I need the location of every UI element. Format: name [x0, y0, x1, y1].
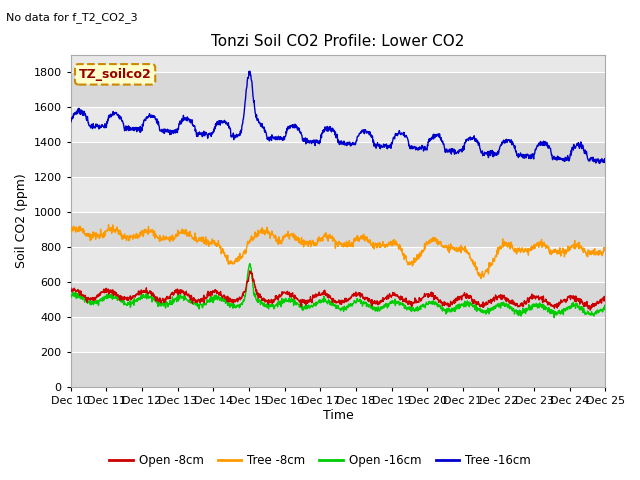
- Bar: [70, 317, 605, 352]
- Bar: [70, 107, 605, 142]
- Bar: [70, 212, 605, 247]
- X-axis label: Time: Time: [323, 409, 353, 422]
- Bar: [70, 282, 605, 317]
- Text: No data for f_T2_CO2_3: No data for f_T2_CO2_3: [6, 12, 138, 23]
- Bar: [70, 177, 605, 212]
- Bar: [70, 352, 605, 387]
- Legend: Open -8cm, Tree -8cm, Open -16cm, Tree -16cm: Open -8cm, Tree -8cm, Open -16cm, Tree -…: [104, 449, 536, 472]
- Bar: [70, 37, 605, 72]
- Bar: [70, 142, 605, 177]
- Bar: [70, 247, 605, 282]
- Title: Tonzi Soil CO2 Profile: Lower CO2: Tonzi Soil CO2 Profile: Lower CO2: [211, 34, 465, 49]
- Bar: [70, 72, 605, 107]
- Y-axis label: Soil CO2 (ppm): Soil CO2 (ppm): [15, 173, 28, 268]
- Text: TZ_soilco2: TZ_soilco2: [79, 68, 152, 81]
